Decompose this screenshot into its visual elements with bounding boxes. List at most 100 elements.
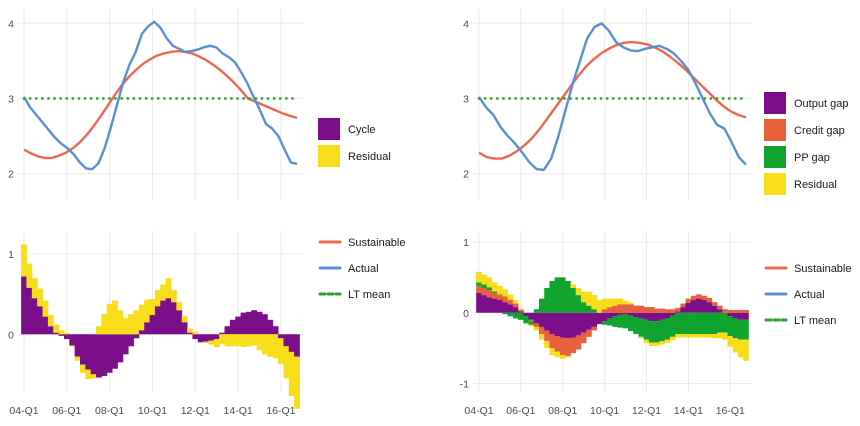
bar-residual xyxy=(575,288,582,296)
bar-output-gap xyxy=(622,312,629,315)
bar-residual xyxy=(80,364,86,373)
bar-pp-gap xyxy=(575,295,582,313)
bar-residual xyxy=(21,244,27,277)
bar-credit-gap xyxy=(727,309,734,313)
legend-label-cycle: Cycle xyxy=(348,124,376,136)
bar-cycle xyxy=(26,287,33,335)
bar-credit-gap xyxy=(559,337,566,356)
bar-credit-gap xyxy=(617,304,624,313)
x-tick-label: 14-Q1 xyxy=(224,405,253,417)
bar-residual xyxy=(669,336,676,341)
bar-residual xyxy=(122,318,129,335)
bar-residual xyxy=(288,351,295,397)
bar-output-gap xyxy=(533,312,540,324)
bar-pp-gap xyxy=(476,282,482,286)
bar-cycle xyxy=(31,298,38,335)
bar-residual xyxy=(486,277,493,288)
bar-cycle xyxy=(181,322,188,335)
legend-label-credit-gap: Credit gap xyxy=(794,125,845,137)
bar-residual xyxy=(607,298,613,308)
bar-output-gap xyxy=(638,312,645,319)
bar-credit-gap xyxy=(622,304,629,313)
bar-cycle xyxy=(80,334,86,365)
bar-residual xyxy=(648,342,655,347)
bar-pp-gap xyxy=(633,317,639,334)
bar-residual xyxy=(539,333,545,340)
bar-output-gap xyxy=(717,309,723,313)
bar-residual xyxy=(664,339,671,344)
bar-residual xyxy=(559,355,566,359)
bar-pp-gap xyxy=(591,309,597,313)
x-tick-label: 06-Q1 xyxy=(506,405,535,417)
bar-cycle xyxy=(63,334,70,340)
x-tick-label: 12-Q1 xyxy=(632,405,661,417)
bar-pp-gap xyxy=(638,318,645,337)
bar-residual xyxy=(251,334,258,346)
bar-output-gap xyxy=(607,312,613,319)
bar-residual xyxy=(544,341,550,349)
bar-residual xyxy=(37,288,43,307)
bar-residual xyxy=(565,355,571,358)
bar-residual xyxy=(176,302,183,311)
bar-credit-gap xyxy=(706,297,713,303)
bar-cycle xyxy=(74,334,81,357)
bar-credit-gap xyxy=(533,323,540,327)
bar-cycle xyxy=(283,334,290,347)
bar-pp-gap xyxy=(680,312,686,334)
legend-label-residual: Residual xyxy=(348,151,391,163)
bar-residual xyxy=(743,339,749,361)
bar-residual xyxy=(256,334,263,351)
bar-pp-gap xyxy=(549,280,556,313)
bar-pp-gap xyxy=(580,302,587,313)
bar-cycle xyxy=(267,319,274,335)
legend-swatch-residual xyxy=(318,145,340,167)
bar-residual xyxy=(181,315,188,323)
bar-pp-gap xyxy=(617,314,624,328)
x-tick-label: 14-Q1 xyxy=(674,405,703,417)
legend-label-sustainable: Sustainable xyxy=(348,237,406,249)
bar-cycle xyxy=(101,334,108,376)
bar-credit-gap xyxy=(580,332,587,344)
bar-credit-gap xyxy=(696,294,702,299)
bar-residual xyxy=(203,341,209,344)
bar-credit-gap xyxy=(685,298,692,303)
bar-pp-gap xyxy=(669,315,676,337)
bar-cycle xyxy=(160,300,167,335)
y-tick-label-bottom: 1 xyxy=(8,249,14,261)
bar-residual xyxy=(533,326,540,331)
bar-residual xyxy=(628,302,634,305)
bar-credit-gap xyxy=(481,288,488,296)
bar-cycle xyxy=(47,326,54,335)
legend-label-actual: Actual xyxy=(348,263,379,275)
bar-cycle xyxy=(272,326,279,335)
bar-residual xyxy=(596,300,603,313)
bar-output-gap xyxy=(523,312,529,317)
bar-residual xyxy=(26,263,33,288)
bar-output-gap xyxy=(727,312,734,317)
bar-output-gap xyxy=(628,312,634,316)
bar-credit-gap xyxy=(669,309,676,313)
bar-residual xyxy=(219,334,225,344)
bar-output-gap xyxy=(680,307,686,313)
bar-cycle xyxy=(251,310,258,335)
bar-residual xyxy=(476,271,482,283)
y-tick-label-bottom: 0 xyxy=(8,329,14,341)
bar-residual xyxy=(617,298,624,305)
bar-residual xyxy=(701,333,707,338)
bar-cycle xyxy=(203,334,209,342)
bar-residual xyxy=(96,326,102,335)
bar-residual xyxy=(69,345,76,347)
legend-label-lt-mean: LT mean xyxy=(348,289,390,301)
bar-residual xyxy=(497,285,503,295)
bar-residual xyxy=(659,341,666,345)
bar-residual xyxy=(601,298,608,310)
bar-cycle xyxy=(85,334,92,370)
bar-cycle xyxy=(128,334,134,347)
bar-output-gap xyxy=(539,312,545,327)
bar-residual xyxy=(128,314,134,335)
bar-pp-gap xyxy=(711,312,718,334)
legend-swatch-credit-gap xyxy=(764,119,786,141)
bar-pp-gap xyxy=(690,312,697,334)
bar-pp-gap xyxy=(706,312,713,334)
bar-credit-gap xyxy=(743,309,749,313)
